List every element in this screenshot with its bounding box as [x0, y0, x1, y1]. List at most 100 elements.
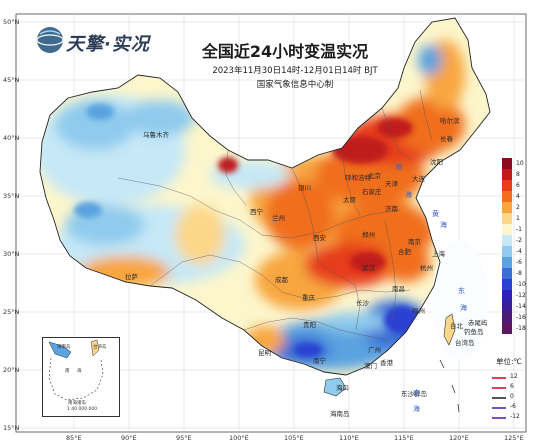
longitude-tick-label: 85°E [66, 434, 82, 442]
contour-line-label: -6 [510, 403, 516, 410]
legend-swatch [502, 279, 512, 290]
legend-label: -6 [516, 259, 522, 266]
place-label: 南昌 [392, 285, 405, 293]
place-label: 太原 [343, 196, 356, 204]
latitude-tick-label: 25°N [3, 308, 20, 316]
legend-label: 8 [516, 171, 520, 178]
legend-label: -10 [516, 281, 526, 288]
place-label: 济南 [385, 205, 398, 213]
inset-label: 海 [77, 369, 82, 374]
place-label: 长沙 [356, 299, 369, 307]
contour-line-swatch [492, 417, 506, 419]
legend-swatch [502, 312, 512, 323]
place-label: 天津 [385, 180, 398, 188]
map-title: 全国近24小时变温实况 [201, 42, 369, 61]
place-label: 合肥 [398, 248, 411, 256]
place-label: 石家庄 [362, 188, 382, 196]
legend-label: 4 [516, 193, 520, 200]
place-label: 郑州 [362, 231, 375, 239]
national-boundary [39, 17, 491, 376]
latitude-tick-label: 30°N [3, 250, 20, 258]
latitude-tick-label: 20°N [3, 366, 20, 374]
south-china-sea-inset: 海南岛 台湾岛南 海南海诸岛 1:40 000 000 [42, 337, 120, 417]
inset-label: 南海诸岛 [68, 401, 86, 406]
map-border [15, 13, 527, 433]
place-label: 成都 [275, 276, 288, 284]
place-label: 台北 [450, 322, 463, 330]
place-label: 东沙群岛 [401, 390, 427, 398]
contour-line-swatch [492, 377, 506, 379]
place-label: 福州 [412, 307, 425, 315]
latitude-tick-label: 35°N [3, 192, 20, 200]
sea-label: 海 [440, 221, 447, 229]
place-label: 南京 [408, 238, 421, 246]
place-label: 海口 [336, 384, 349, 392]
place-label: 武汉 [362, 264, 375, 272]
inset-map [48, 339, 104, 401]
place-label: 重庆 [302, 294, 315, 302]
contour-line-swatch [492, 387, 506, 389]
place-label: 兰州 [272, 214, 285, 222]
sea-label: 渤 [395, 163, 402, 171]
legend-label: -1 [516, 226, 522, 233]
legend-swatch [502, 235, 512, 246]
place-label: 银川 [298, 184, 311, 192]
legend-unit: 单位:℃ [496, 357, 522, 366]
legend-swatch [502, 246, 512, 257]
longitude-tick-label: 120°E [449, 434, 469, 442]
taiwan-island [443, 313, 456, 346]
legend-swatch [502, 268, 512, 279]
legend-label: -12 [516, 292, 526, 299]
legend-swatch [502, 323, 512, 334]
legend-label: 6 [516, 182, 520, 189]
longitude-tick-label: 90°E [121, 434, 137, 442]
sea-label: 黄 [432, 210, 439, 218]
sea-label: 海 [413, 405, 420, 413]
place-label: 大连 [412, 175, 425, 183]
place-label: 呼和浩特 [345, 174, 371, 182]
map-issuer: 国家气象信息中心制 [256, 80, 334, 90]
legend-swatch [502, 301, 512, 312]
map-subtitle: 2023年11月30日14时-12月01日14时 BJT [212, 66, 378, 76]
place-label: 贵阳 [303, 321, 316, 329]
longitude-tick-label: 125°E [504, 434, 524, 442]
place-label: 澳门 [364, 362, 377, 370]
longitude-tick-label: 105°E [284, 434, 304, 442]
place-label: 广州 [368, 346, 381, 354]
place-label: 杭州 [420, 264, 433, 272]
longitude-tick-label: 100°E [229, 434, 249, 442]
legend-label: -18 [516, 325, 526, 332]
place-label: 乌鲁木齐 [143, 131, 169, 139]
place-label: 台湾岛 [455, 339, 475, 347]
legend-label: -2 [516, 237, 522, 244]
longitude-tick-label: 115°E [394, 434, 414, 442]
hainan-island [323, 377, 347, 397]
contour-line-swatch [492, 397, 506, 399]
legend-label: -4 [516, 248, 522, 255]
contour-line-label: -12 [510, 413, 520, 420]
inset-label: 海南岛 [57, 345, 71, 350]
latitude-tick-label: 45°N [3, 76, 20, 84]
legend-label: -16 [516, 314, 526, 321]
contour-line-label: 0 [510, 393, 514, 400]
latitude-tick-label: 50°N [3, 18, 20, 26]
legend-label: 2 [516, 204, 520, 211]
place-label: 哈尔滨 [440, 117, 460, 125]
contour-line-label: 6 [510, 383, 514, 390]
latitude-tick-label: 40°N [3, 134, 20, 142]
place-label: 钓鱼岛 [464, 328, 484, 336]
contour-line-label: 12 [510, 373, 518, 380]
legend-label: 1 [516, 215, 520, 222]
legend-swatch [502, 169, 512, 180]
legend-swatch [502, 180, 512, 191]
place-label: 海南岛 [330, 410, 350, 418]
place-label: 长春 [440, 135, 453, 143]
legend-swatch [502, 224, 512, 235]
legend-label: -8 [516, 270, 522, 277]
legend-swatch [502, 191, 512, 202]
province-boundaries [117, 89, 433, 341]
legend-swatch [502, 213, 512, 224]
sea-label: 南 [413, 389, 420, 397]
contour-line-swatch [492, 407, 506, 409]
